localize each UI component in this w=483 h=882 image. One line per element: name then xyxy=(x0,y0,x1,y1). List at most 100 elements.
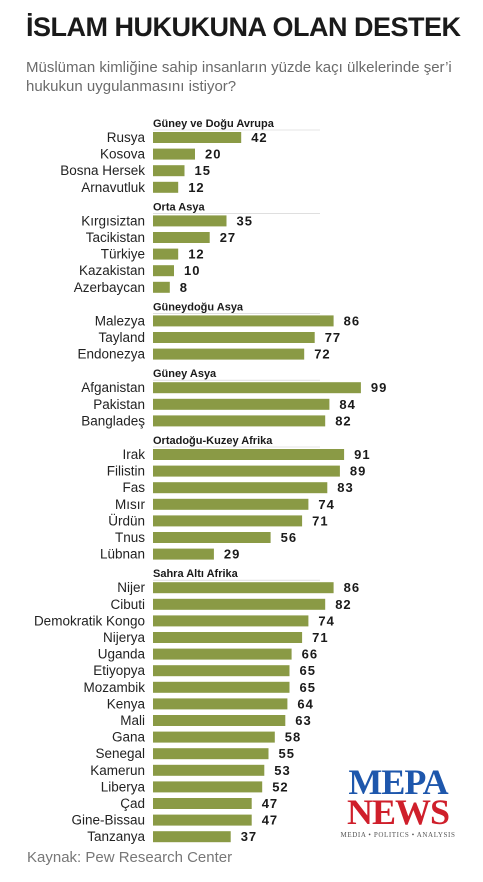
data-bar xyxy=(153,482,328,494)
country-label: Azerbaycan xyxy=(74,280,145,295)
value-label: 86 xyxy=(344,313,360,328)
data-bar xyxy=(153,632,303,643)
data-bar xyxy=(153,348,305,360)
country-label: Liberya xyxy=(101,779,146,794)
data-bar xyxy=(153,515,303,527)
data-bar xyxy=(153,698,288,710)
data-bar xyxy=(153,582,334,594)
value-label: 91 xyxy=(354,447,370,462)
value-label: 8 xyxy=(180,280,188,295)
country-label: Gine-Bissau xyxy=(71,813,145,828)
region-header: Ortadoğu-Kuzey Afrika xyxy=(153,435,273,447)
country-label: Tayland xyxy=(98,330,145,345)
country-label: Tanzanya xyxy=(87,829,145,844)
value-label: 65 xyxy=(300,680,316,695)
value-label: 12 xyxy=(188,180,204,195)
country-label: Tacikistan xyxy=(86,230,145,245)
value-label: 53 xyxy=(274,763,290,778)
data-bar xyxy=(153,715,286,726)
data-bar xyxy=(153,148,195,160)
value-label: 74 xyxy=(318,497,334,512)
data-bar xyxy=(153,265,174,277)
value-label: 86 xyxy=(344,580,360,595)
value-label: 27 xyxy=(220,230,236,245)
value-label: 66 xyxy=(302,647,318,662)
country-label: Kosova xyxy=(100,147,146,162)
data-bar xyxy=(153,248,179,260)
country-label: Arnavutluk xyxy=(81,180,145,195)
country-label: Mozambik xyxy=(83,680,145,695)
value-label: 37 xyxy=(241,829,257,844)
region-header: Orta Asya xyxy=(153,201,205,213)
country-label: Çad xyxy=(120,796,145,811)
region-header: Sahra Altı Afrika xyxy=(153,568,239,580)
data-bar xyxy=(153,332,315,343)
value-label: 71 xyxy=(312,513,328,528)
value-label: 12 xyxy=(188,247,204,262)
data-bar xyxy=(153,181,179,193)
country-label: Kenya xyxy=(107,696,146,711)
value-label: 74 xyxy=(318,613,334,628)
data-bar xyxy=(153,415,326,427)
country-label: Ürdün xyxy=(108,513,145,528)
value-label: 10 xyxy=(184,263,200,278)
country-label: Rusya xyxy=(107,130,146,145)
value-label: 72 xyxy=(314,347,330,362)
value-label: 64 xyxy=(297,696,313,711)
value-label: 35 xyxy=(237,213,253,228)
logo-tagline: MEDIA • POLITICS • ANALYSIS xyxy=(340,831,456,839)
page-subtitle: Müslüman kimliğine sahip insanların yüzd… xyxy=(26,59,452,95)
data-bar xyxy=(153,165,185,177)
country-label: Fas xyxy=(122,480,145,495)
data-bar xyxy=(153,398,330,410)
country-label: Nijer xyxy=(117,580,145,595)
mepa-news-logo: MEPA NEWS MEDIA • POLITICS • ANALYSIS xyxy=(338,764,458,844)
data-bar xyxy=(153,731,275,743)
country-label: Gana xyxy=(112,730,146,745)
value-label: 56 xyxy=(281,530,297,545)
data-bar xyxy=(153,798,252,809)
country-label: Senegal xyxy=(95,746,145,761)
page-title: İSLAM HUKUKUNA OLAN DESTEK xyxy=(26,12,461,42)
value-label: 47 xyxy=(262,813,278,828)
country-label: Endonezya xyxy=(77,347,145,362)
value-label: 89 xyxy=(350,464,366,479)
data-bar xyxy=(153,748,269,760)
country-label: Irak xyxy=(122,447,145,462)
data-bar xyxy=(153,814,252,826)
country-label: Etiyopya xyxy=(93,663,145,678)
data-bar xyxy=(153,648,292,660)
country-label: Pakistan xyxy=(93,397,145,412)
value-label: 65 xyxy=(300,663,316,678)
value-label: 82 xyxy=(335,597,351,612)
region-header: Güneydoğu Asya xyxy=(153,301,244,313)
country-label: Mali xyxy=(120,713,145,728)
country-label: Mısır xyxy=(115,497,145,512)
country-label: Kamerun xyxy=(90,763,145,778)
value-label: 84 xyxy=(339,397,355,412)
value-label: 71 xyxy=(312,630,328,645)
value-label: 82 xyxy=(335,413,351,428)
region-header: Güney Asya xyxy=(153,368,217,380)
country-label: Malezya xyxy=(95,313,146,328)
data-bar xyxy=(153,465,340,477)
value-label: 63 xyxy=(295,713,311,728)
data-bar xyxy=(153,615,309,627)
data-bar xyxy=(153,315,334,327)
value-label: 29 xyxy=(224,547,240,562)
country-label: Afganistan xyxy=(81,380,145,395)
data-bar xyxy=(153,281,170,293)
data-bar xyxy=(153,232,210,243)
data-bar xyxy=(153,681,290,693)
data-bar xyxy=(153,548,214,560)
country-label: Kazakistan xyxy=(79,263,145,278)
country-label: Türkiye xyxy=(101,247,145,262)
country-label: Kırgısiztan xyxy=(81,213,145,228)
region-header: Güney ve Doğu Avrupa xyxy=(153,118,275,130)
value-label: 77 xyxy=(325,330,341,345)
data-bar xyxy=(153,132,242,143)
data-bar xyxy=(153,598,326,610)
country-label: Uganda xyxy=(98,647,146,662)
value-label: 15 xyxy=(195,163,211,178)
